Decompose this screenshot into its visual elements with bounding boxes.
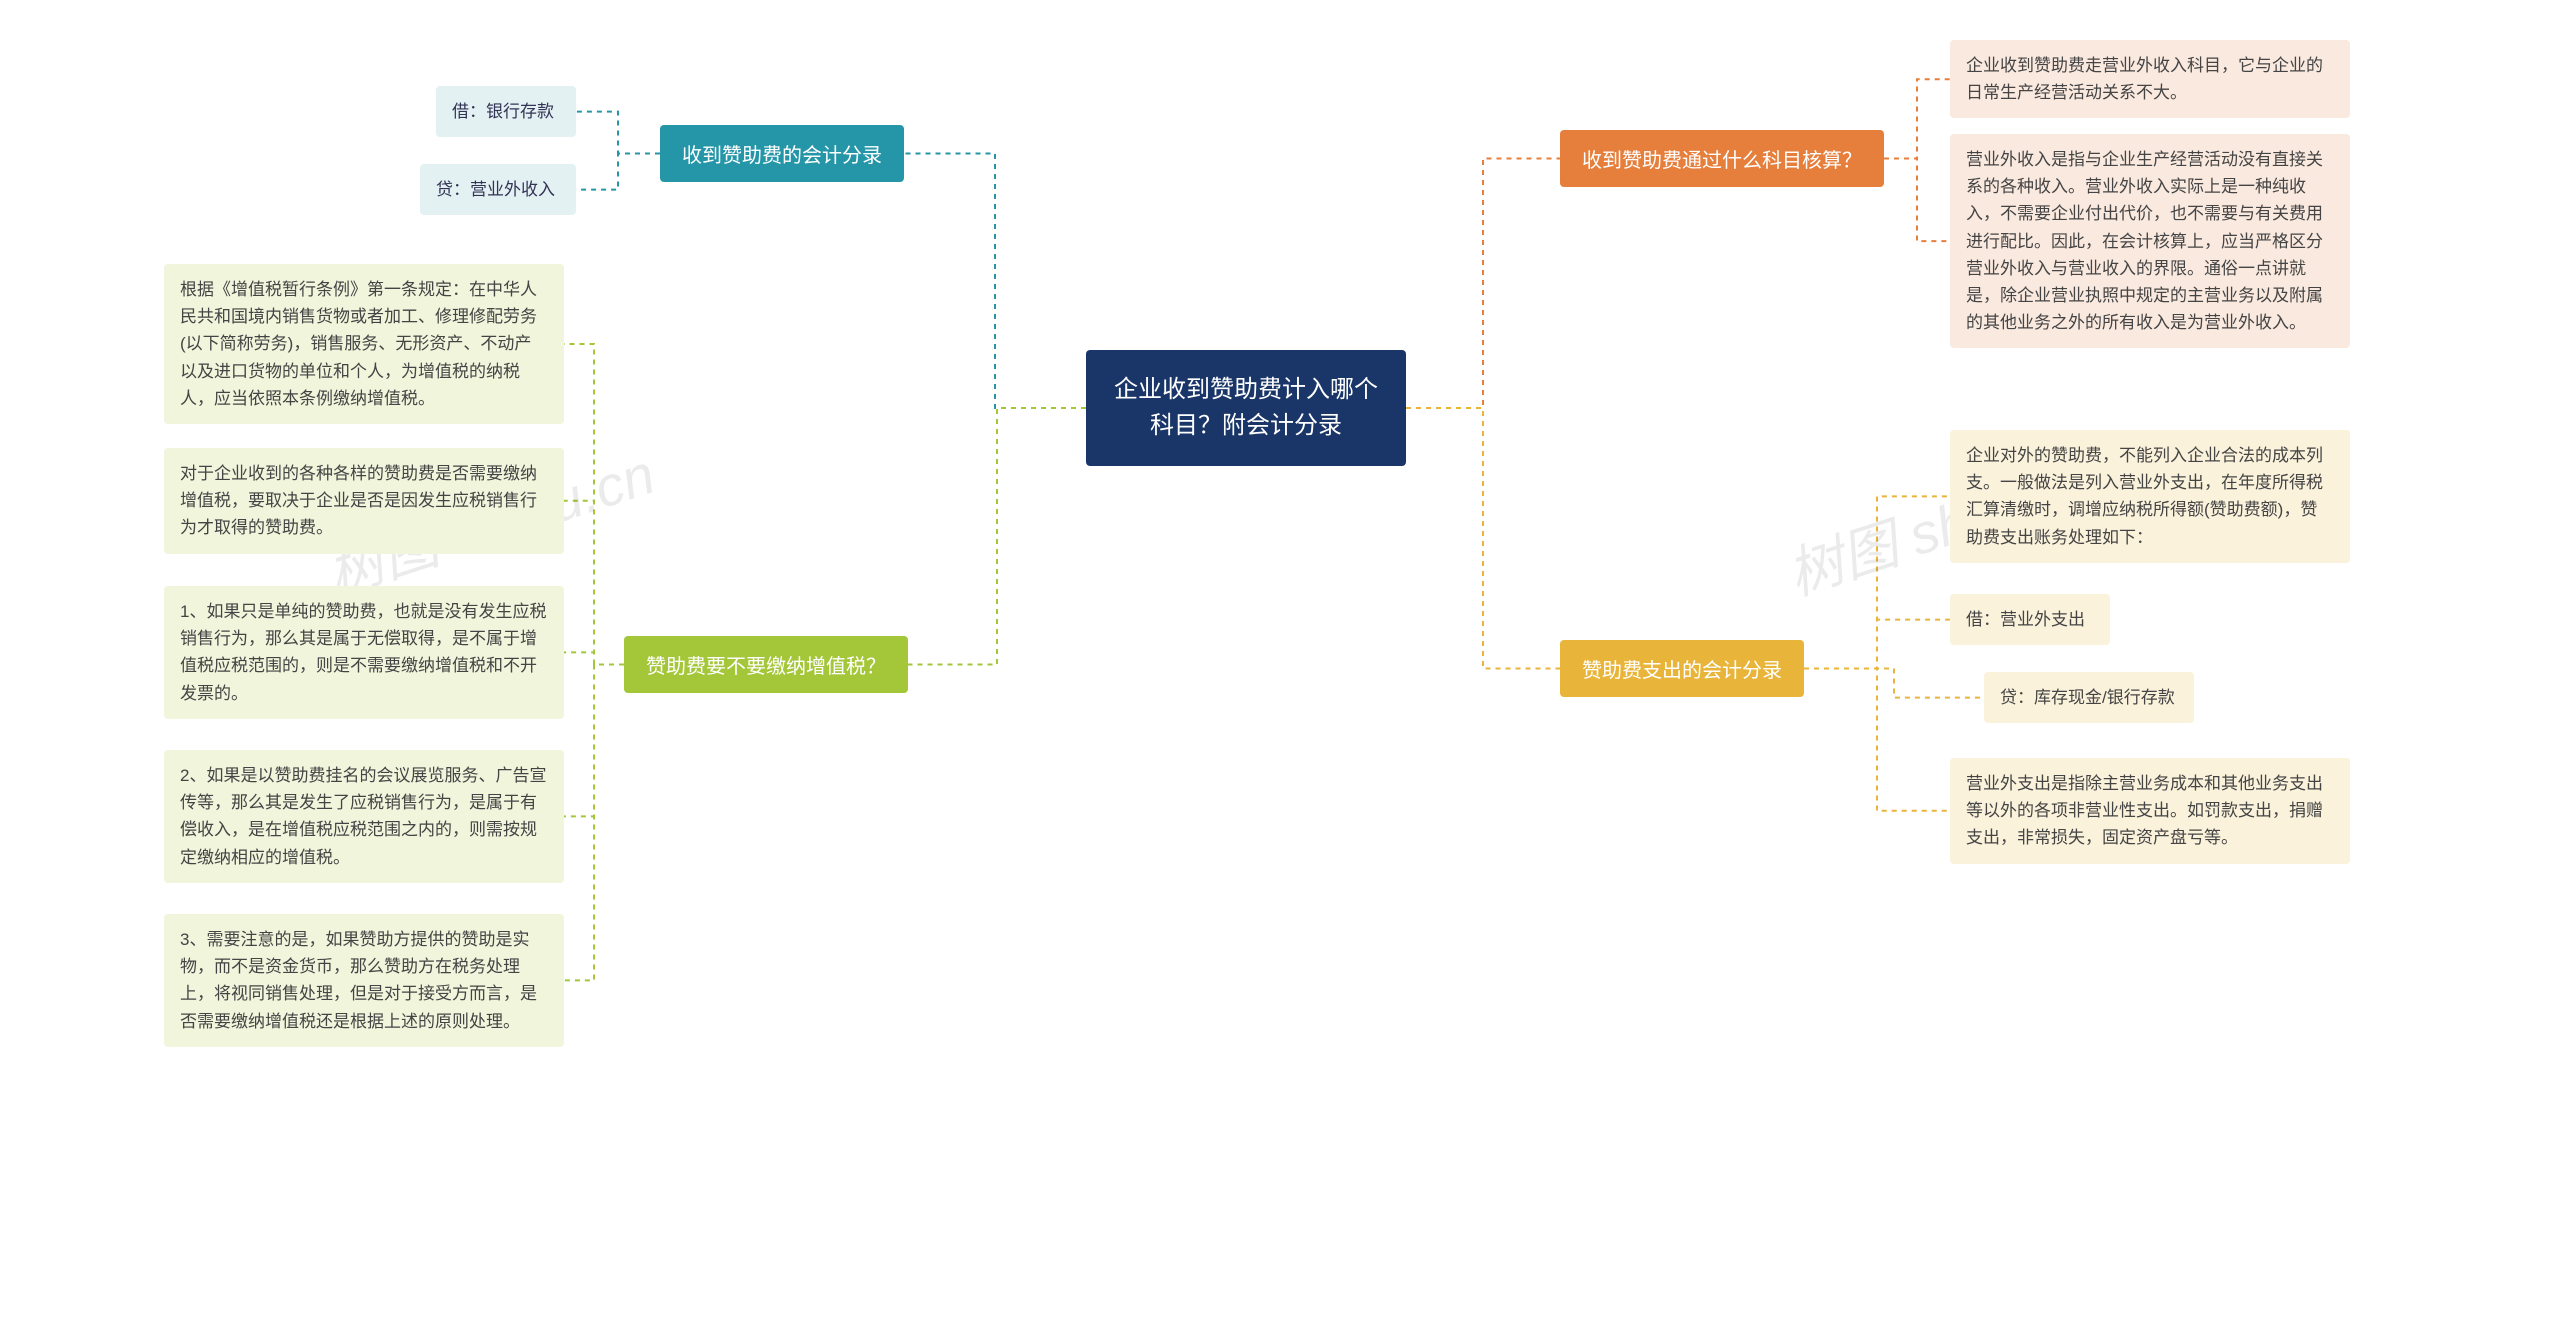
leaf-debit-nonop-expense: 借：营业外支出 — [1950, 594, 2110, 645]
branch-expense-entry: 赞助费支出的会计分录 — [1560, 640, 1804, 697]
leaf-nonop-income-detail: 营业外收入是指与企业生产经营活动没有直接关系的各种收入。营业外收入实际上是一种纯… — [1950, 134, 2350, 348]
root-node: 企业收到赞助费计入哪个科目？附会计分录 — [1086, 350, 1406, 466]
branch-account-subject: 收到赞助费通过什么科目核算？ — [1560, 130, 1884, 187]
leaf-nonop-income-brief: 企业收到赞助费走营业外收入科目，它与企业的日常生产经营活动关系不大。 — [1950, 40, 2350, 118]
leaf-credit-nonop-income: 贷：营业外收入 — [420, 164, 576, 215]
leaf-vat-case2: 2、如果是以赞助费挂名的会议展览服务、广告宣传等，那么其是发生了应税销售行为，是… — [164, 750, 564, 883]
branch-vat-question: 赞助费要不要缴纳增值税？ — [624, 636, 908, 693]
leaf-vat-depends: 对于企业收到的各种各样的赞助费是否需要缴纳增值税，要取决于企业是否是因发生应税销… — [164, 448, 564, 554]
leaf-debit-bank: 借：银行存款 — [436, 86, 576, 137]
leaf-credit-cash: 贷：库存现金/银行存款 — [1984, 672, 2194, 723]
leaf-vat-case3: 3、需要注意的是，如果赞助方提供的赞助是实物，而不是资金货币，那么赞助方在税务处… — [164, 914, 564, 1047]
branch-accounting-entry-received: 收到赞助费的会计分录 — [660, 125, 904, 182]
leaf-expense-explain: 企业对外的赞助费，不能列入企业合法的成本列支。一般做法是列入营业外支出，在年度所… — [1950, 430, 2350, 563]
leaf-vat-case1: 1、如果只是单纯的赞助费，也就是没有发生应税销售行为，那么其是属于无偿取得，是不… — [164, 586, 564, 719]
leaf-vat-regulation: 根据《增值税暂行条例》第一条规定：在中华人民共和国境内销售货物或者加工、修理修配… — [164, 264, 564, 424]
leaf-nonop-expense-define: 营业外支出是指除主营业务成本和其他业务支出等以外的各项非营业性支出。如罚款支出，… — [1950, 758, 2350, 864]
